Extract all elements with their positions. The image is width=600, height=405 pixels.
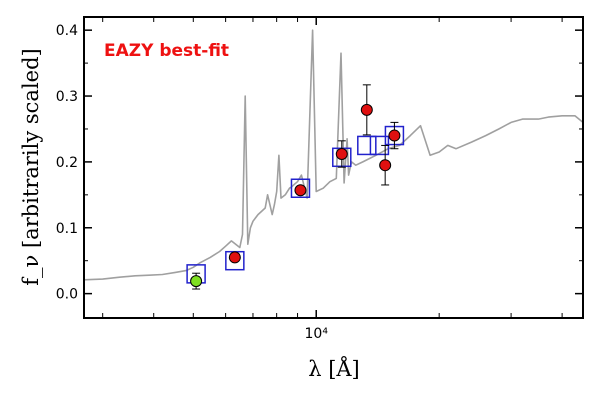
observed-flux-point [335, 147, 348, 160]
observed-flux-point [379, 159, 392, 172]
y-tick-label: 0.0 [56, 287, 78, 303]
observed-points-layer [190, 84, 401, 290]
plot-frame [83, 16, 584, 319]
y-tick-label: 0.3 [56, 89, 78, 105]
y-axis-title: f_ν [arbitrarily scaled] [19, 48, 43, 285]
observed-flux-point [294, 184, 307, 197]
x-axis-title: λ [Å] [308, 356, 360, 381]
template-spectrum-line [83, 29, 584, 281]
observed-flux-point [360, 103, 373, 116]
model-flux-box [290, 178, 311, 198]
model-flux-box [357, 135, 377, 156]
axes-layer: 0.0 0.1 0.2 0.3 0.4 10⁴ [56, 16, 584, 342]
y-tick-label: 0.1 [56, 221, 78, 237]
template-spectrum-layer [83, 29, 584, 281]
x-tick-label: 10⁴ [305, 326, 329, 342]
model-boxes-layer [186, 125, 405, 284]
y-tick-label: 0.4 [56, 23, 78, 39]
y-tick-label: 0.2 [56, 155, 78, 171]
observed-flux-point [228, 251, 241, 264]
fit-annotation: EAZY best-fit [104, 41, 229, 61]
observed-flux-point [388, 129, 401, 142]
highlighted-flux-point [190, 275, 203, 288]
